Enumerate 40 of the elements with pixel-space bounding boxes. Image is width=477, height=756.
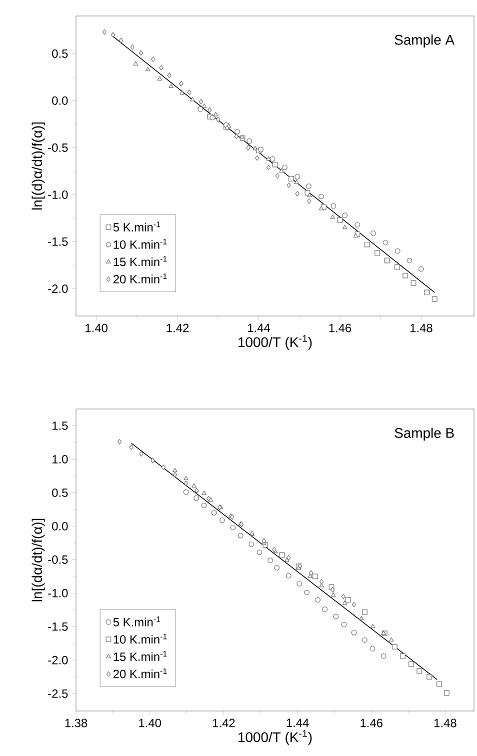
x-tick-label: 1.38 bbox=[65, 718, 88, 728]
x-tick-label: 1.40 bbox=[139, 718, 162, 728]
y-tick-label: -1.5 bbox=[48, 622, 68, 631]
y-tick-label: 0.0 bbox=[52, 522, 68, 530]
y-tick-label: 0.0 bbox=[52, 96, 68, 105]
legend-label: 15 K.min$^{-1}$ bbox=[114, 651, 167, 661]
y-tick-label: -1.5 bbox=[48, 238, 68, 246]
y-axis-title: ln[(d)α/dt)/f(α)] bbox=[32, 122, 45, 210]
legend-label: 20 K.min$^{-1}$ bbox=[113, 668, 167, 678]
y-tick-label: 0.5 bbox=[52, 488, 68, 497]
y-tick-label: -0.5 bbox=[48, 143, 68, 152]
x-tick-label: 1.44 bbox=[248, 324, 270, 332]
x-tick-label: 1.42 bbox=[212, 718, 235, 728]
y-tick-label: -2.5 bbox=[48, 689, 68, 698]
y-tick-label: 0.5 bbox=[52, 49, 68, 58]
legend-label: 15 K.min$^{-1}$ bbox=[114, 256, 167, 266]
x-tick-label: 1.48 bbox=[434, 718, 456, 728]
y-tick-label: -2.0 bbox=[48, 656, 68, 664]
y-tick-label: 1.0 bbox=[52, 454, 68, 464]
x-tick-label: 1.48 bbox=[410, 324, 432, 332]
x-axis-title: 1000/T (K$^{-1}$) bbox=[238, 730, 312, 745]
text: Sample B bbox=[394, 428, 454, 441]
y-tick-label: 1.5 bbox=[52, 422, 68, 430]
legend-label: 10 K.min$^{-1}$ bbox=[114, 634, 167, 644]
y-tick-label: -1.0 bbox=[48, 190, 68, 199]
legend-label: 20 K.min$^{-1}$ bbox=[113, 273, 167, 284]
x-tick-label: 1.46 bbox=[329, 324, 352, 332]
y-tick-label: -2.0 bbox=[48, 284, 68, 293]
legend-label: 10 K.min$^{-1}$ bbox=[114, 238, 167, 249]
x-tick-label: 1.44 bbox=[286, 718, 309, 727]
legend-label: 5 K.min$^{-1}$ bbox=[113, 222, 160, 232]
x-tick-label: 1.42 bbox=[166, 324, 189, 332]
y-tick-label: -1.0 bbox=[48, 588, 68, 598]
y-tick-label: -0.5 bbox=[48, 555, 68, 564]
legend-label: 5 K.min$^{-1}$ bbox=[113, 616, 160, 626]
x-tick-label: 1.46 bbox=[360, 718, 382, 728]
x-tick-label: 1.40 bbox=[86, 324, 108, 332]
text: Sample A bbox=[394, 34, 455, 48]
y-axis-title: ln[(dα/dt)/f(α)] bbox=[32, 518, 45, 602]
x-axis-title: 1000/T (K$^{-1}$) bbox=[238, 335, 312, 350]
